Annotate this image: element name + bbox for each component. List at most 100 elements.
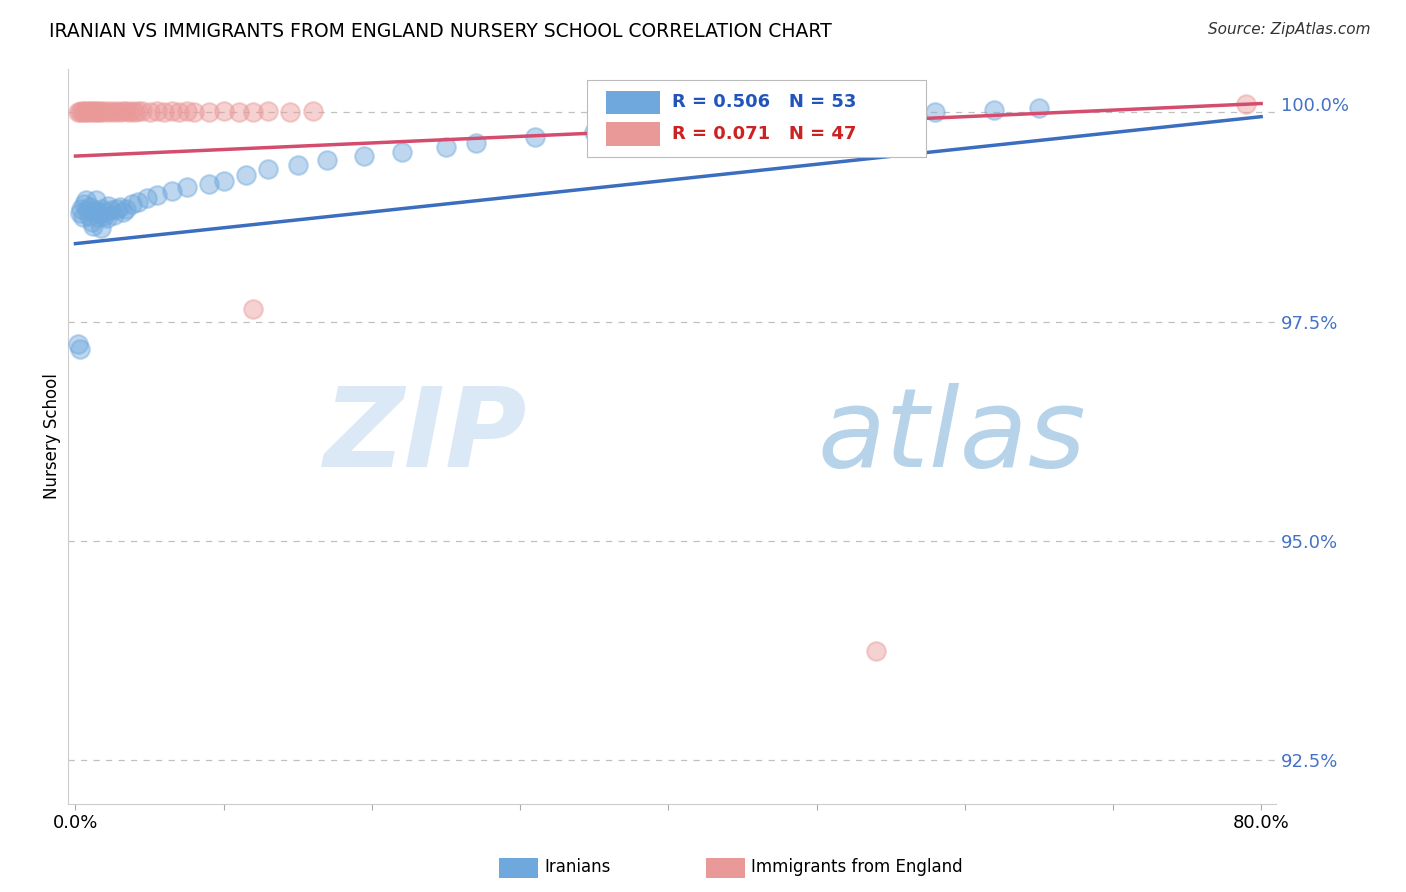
Point xyxy=(153,105,176,120)
Point xyxy=(80,104,103,119)
Point xyxy=(176,179,198,194)
Point xyxy=(83,104,105,119)
Point xyxy=(90,104,112,119)
Point xyxy=(111,205,134,219)
Point xyxy=(198,105,221,120)
Point xyxy=(103,105,125,120)
Point xyxy=(89,105,111,120)
FancyBboxPatch shape xyxy=(606,91,659,114)
Point xyxy=(73,104,96,119)
Point xyxy=(176,104,198,119)
Text: ZIP: ZIP xyxy=(323,383,527,490)
Point xyxy=(280,105,302,120)
Point xyxy=(73,197,96,211)
Point xyxy=(67,337,90,351)
Y-axis label: Nursery School: Nursery School xyxy=(44,374,60,500)
Point xyxy=(131,104,153,119)
Point xyxy=(167,105,190,120)
Point xyxy=(67,105,90,120)
Point xyxy=(115,202,138,216)
Point xyxy=(90,220,112,235)
Point xyxy=(523,129,546,144)
Point xyxy=(72,105,94,120)
Point xyxy=(86,104,108,119)
Point xyxy=(84,105,107,120)
Point xyxy=(138,105,160,120)
Point xyxy=(79,200,101,214)
Point xyxy=(83,203,105,218)
Point xyxy=(146,188,169,202)
Point xyxy=(242,302,264,317)
Point xyxy=(105,104,128,119)
Text: atlas: atlas xyxy=(817,383,1085,490)
Point xyxy=(235,169,257,183)
Point xyxy=(118,105,141,120)
Point xyxy=(287,158,309,172)
Point xyxy=(69,105,91,120)
Point xyxy=(183,105,205,120)
Point xyxy=(391,145,413,159)
Point xyxy=(91,105,114,120)
Point xyxy=(583,124,606,138)
Point xyxy=(212,104,235,119)
Point xyxy=(76,203,98,218)
Point xyxy=(146,104,169,119)
Point xyxy=(1234,96,1257,111)
Text: Immigrants from England: Immigrants from England xyxy=(751,858,963,876)
Point xyxy=(257,162,280,177)
Point xyxy=(89,206,111,220)
Point xyxy=(316,153,339,168)
Point xyxy=(464,136,486,150)
Point xyxy=(77,209,100,223)
Point xyxy=(82,105,104,120)
Point xyxy=(82,219,104,233)
Text: Iranians: Iranians xyxy=(544,858,610,876)
Text: R = 0.506   N = 53: R = 0.506 N = 53 xyxy=(672,94,856,112)
Point xyxy=(72,211,94,225)
Point xyxy=(1028,101,1050,115)
Point xyxy=(115,104,138,119)
Point xyxy=(75,193,97,207)
Point xyxy=(865,644,887,658)
Point xyxy=(121,197,143,211)
Point xyxy=(434,140,457,154)
Point xyxy=(124,105,146,120)
Text: IRANIAN VS IMMIGRANTS FROM ENGLAND NURSERY SCHOOL CORRELATION CHART: IRANIAN VS IMMIGRANTS FROM ENGLAND NURSE… xyxy=(49,22,832,41)
Point xyxy=(127,194,149,209)
Point xyxy=(198,177,221,191)
Point xyxy=(91,202,114,216)
Point xyxy=(94,205,117,219)
Point xyxy=(353,149,375,163)
Point xyxy=(108,200,131,214)
Point xyxy=(702,116,724,130)
Point xyxy=(108,105,131,120)
Point xyxy=(776,112,799,127)
Point xyxy=(160,184,183,198)
Point xyxy=(100,104,122,119)
Point xyxy=(627,121,650,136)
Point xyxy=(84,193,107,207)
Text: R = 0.071   N = 47: R = 0.071 N = 47 xyxy=(672,125,856,143)
Point xyxy=(79,104,101,119)
FancyBboxPatch shape xyxy=(606,122,659,145)
Point xyxy=(76,104,98,119)
Point xyxy=(86,211,108,225)
Point xyxy=(94,104,117,119)
Point xyxy=(111,103,134,118)
Point xyxy=(69,342,91,356)
Point xyxy=(212,173,235,187)
Point xyxy=(242,105,264,120)
Point xyxy=(103,208,125,222)
Point xyxy=(228,105,250,120)
Point xyxy=(77,105,100,120)
Point xyxy=(105,202,128,216)
FancyBboxPatch shape xyxy=(588,79,925,157)
Point xyxy=(135,191,157,205)
Point xyxy=(75,105,97,120)
Point xyxy=(127,104,149,119)
Point xyxy=(983,103,1005,117)
Point xyxy=(924,105,946,120)
Point xyxy=(100,203,122,218)
Text: Source: ZipAtlas.com: Source: ZipAtlas.com xyxy=(1208,22,1371,37)
Point xyxy=(301,104,323,119)
